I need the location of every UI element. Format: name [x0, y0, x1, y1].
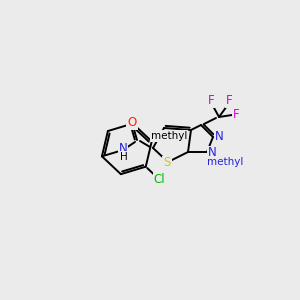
Text: N: N: [118, 142, 127, 155]
Text: methyl: methyl: [207, 157, 243, 167]
Text: N: N: [208, 146, 216, 160]
Text: methyl: methyl: [151, 131, 187, 141]
Text: O: O: [128, 116, 136, 130]
Text: F: F: [208, 94, 214, 107]
Text: Cl: Cl: [154, 173, 165, 186]
Text: N: N: [214, 130, 224, 143]
Text: S: S: [163, 157, 171, 169]
Text: F: F: [226, 94, 232, 107]
Text: H: H: [120, 152, 128, 162]
Text: F: F: [233, 109, 239, 122]
